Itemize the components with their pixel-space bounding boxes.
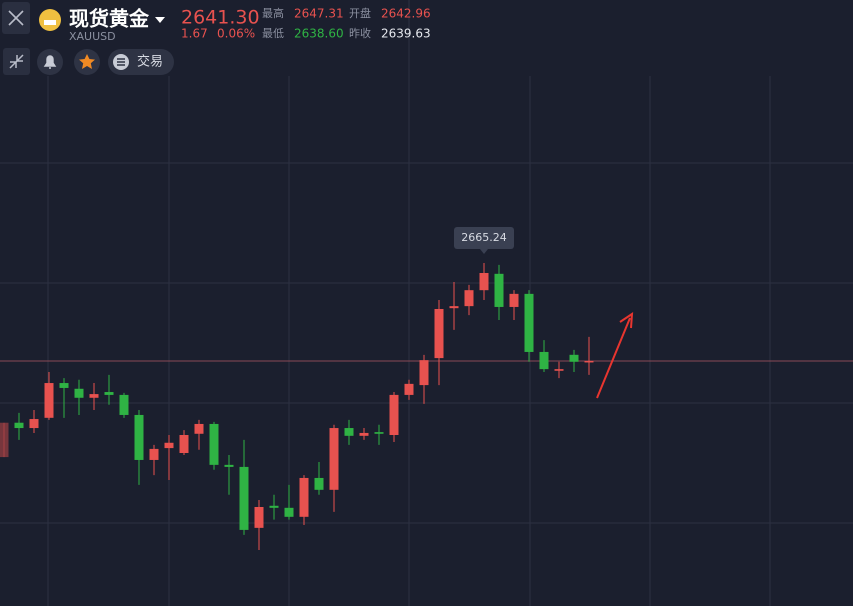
candle-body — [314, 477, 324, 490]
low-label: 最低 — [262, 27, 284, 40]
prev-close: 2639.63 — [381, 27, 431, 41]
candle-body — [29, 419, 39, 429]
candle-body — [209, 423, 219, 465]
open-label: 开盘 — [349, 6, 371, 20]
change: 1.67 — [181, 27, 208, 41]
bell-icon — [43, 55, 57, 69]
max-label-box — [454, 227, 514, 250]
candle-body — [164, 442, 174, 449]
candle-body — [224, 464, 234, 467]
candle-body — [0, 422, 9, 458]
arrow-annotation — [596, 312, 634, 399]
candle-body — [149, 448, 159, 460]
candle-body — [89, 394, 99, 398]
candle-body — [104, 392, 114, 395]
candle-body — [449, 306, 459, 309]
open: 2642.96 — [381, 7, 431, 21]
candle-body — [239, 466, 249, 530]
candle-body — [509, 293, 519, 307]
prev-close-label: 昨收 — [349, 26, 371, 40]
candle-body — [434, 309, 444, 359]
candle-body — [299, 477, 309, 517]
change-pct: 0.06% — [217, 27, 255, 41]
max-label: 2665.24 — [461, 231, 507, 244]
symbol: XAUUSD — [69, 30, 116, 43]
collapse-icon — [9, 54, 24, 69]
trade-label: 交易 — [137, 54, 163, 70]
candle-body — [419, 360, 429, 386]
candle-body — [269, 505, 279, 508]
max-label-pointer — [480, 249, 488, 255]
trade-icon-lines — [117, 58, 125, 66]
candle-body — [554, 369, 564, 371]
candle-body — [284, 507, 294, 517]
low: 2638.60 — [294, 27, 344, 41]
price: 2641.30 — [181, 7, 260, 29]
plot: 2665.24 — [0, 227, 853, 550]
candle-body — [389, 394, 399, 435]
candle-body — [539, 351, 549, 370]
close-icon — [8, 10, 24, 26]
high: 2647.31 — [294, 7, 344, 21]
candle-body — [119, 394, 129, 415]
candle-body — [179, 435, 189, 453]
candle-body — [404, 383, 414, 395]
candle-body — [254, 507, 264, 528]
candle-body — [329, 428, 339, 490]
dropdown[interactable] — [155, 17, 165, 23]
candle-body — [374, 432, 384, 434]
candle-body — [59, 383, 69, 388]
candle-body — [464, 290, 474, 307]
candle-body — [494, 273, 504, 307]
candle-body — [344, 428, 354, 436]
candle-body — [569, 354, 579, 362]
title: 现货黄金 — [69, 7, 150, 31]
high-label: 最高 — [262, 6, 284, 20]
gold-icon-bar — [44, 20, 56, 25]
star-icon — [79, 54, 95, 69]
candle-body — [44, 383, 54, 418]
candle-body — [359, 432, 369, 436]
candle-body — [524, 293, 534, 352]
candle-body — [74, 388, 84, 398]
candle-body — [584, 360, 594, 363]
candle-body — [479, 273, 489, 291]
candle-body — [134, 414, 144, 460]
candle-body — [194, 423, 204, 434]
candle-body — [14, 422, 24, 429]
